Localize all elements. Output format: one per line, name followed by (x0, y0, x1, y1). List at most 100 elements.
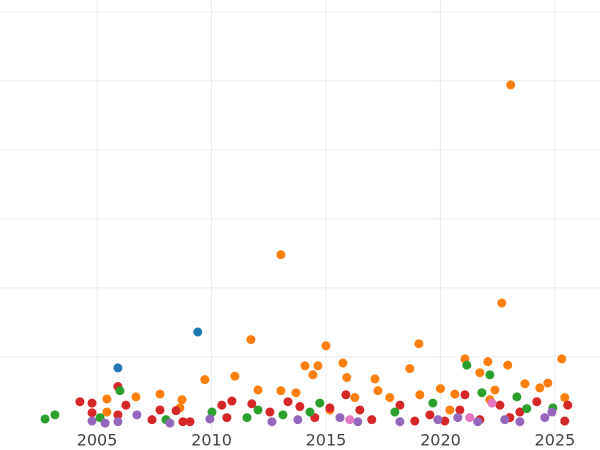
point (227, 396, 237, 406)
point (87, 408, 97, 418)
point (475, 368, 485, 378)
point (155, 405, 165, 415)
point (305, 407, 315, 417)
point (253, 385, 263, 395)
point (557, 354, 567, 364)
point (410, 416, 420, 426)
point (313, 361, 323, 371)
point (121, 400, 131, 410)
point (445, 405, 455, 415)
point (100, 418, 110, 428)
point (395, 400, 405, 410)
point (345, 415, 355, 425)
point (50, 410, 60, 420)
point (405, 364, 415, 374)
point (321, 341, 331, 351)
point (193, 327, 203, 337)
x-tick-label: 2010 (191, 431, 232, 450)
point (477, 388, 487, 398)
point (353, 417, 363, 427)
point (503, 360, 513, 370)
point (308, 370, 318, 380)
point (453, 413, 463, 423)
point (395, 417, 405, 427)
point (338, 358, 348, 368)
point (246, 335, 256, 345)
point (341, 390, 351, 400)
point (373, 386, 383, 396)
point (414, 339, 424, 349)
point (355, 405, 365, 415)
x-tick-label: 2020 (420, 431, 461, 450)
point (563, 400, 573, 410)
point (425, 410, 435, 420)
point (283, 397, 293, 407)
point (560, 393, 570, 403)
point (75, 397, 85, 407)
point (217, 400, 227, 410)
point (367, 415, 377, 425)
point (113, 363, 123, 373)
point (247, 399, 257, 409)
point (560, 416, 570, 426)
point (115, 386, 125, 396)
point (325, 403, 335, 413)
point (171, 406, 181, 416)
point (385, 393, 395, 403)
point (207, 407, 217, 417)
point (291, 388, 301, 398)
point (200, 375, 210, 385)
point (435, 384, 445, 394)
point (102, 407, 112, 417)
point (177, 395, 187, 405)
point (370, 374, 380, 384)
point (506, 80, 516, 90)
point (315, 398, 325, 408)
point (515, 417, 525, 427)
point (440, 416, 450, 426)
point (132, 410, 142, 420)
x-tick-label: 2015 (306, 431, 347, 450)
point (460, 390, 470, 400)
point (455, 405, 465, 415)
point (532, 397, 542, 407)
point (497, 298, 507, 308)
point (547, 407, 557, 417)
point (230, 371, 240, 381)
point (102, 394, 112, 404)
point (185, 417, 195, 427)
point (131, 392, 141, 402)
point (165, 418, 175, 428)
point (487, 398, 497, 408)
point (113, 417, 123, 427)
point (155, 389, 165, 399)
point (276, 386, 286, 396)
point (535, 383, 545, 393)
point (293, 415, 303, 425)
point (295, 402, 305, 412)
point (87, 416, 97, 426)
point (40, 414, 50, 424)
x-tick-label: 2005 (77, 431, 118, 450)
point (335, 413, 345, 423)
point (178, 417, 188, 427)
point (242, 413, 252, 423)
point (113, 410, 123, 420)
point (300, 361, 310, 371)
point (267, 417, 277, 427)
point (520, 379, 530, 389)
point (87, 398, 97, 408)
point (473, 417, 483, 427)
point (500, 415, 510, 425)
point (433, 415, 443, 425)
point (276, 250, 286, 260)
point (512, 392, 522, 402)
point (450, 389, 460, 399)
point (350, 393, 360, 403)
point (415, 390, 425, 400)
point (462, 360, 472, 370)
point (342, 373, 352, 383)
point (540, 413, 550, 423)
x-tick-label: 2025 (535, 431, 576, 450)
